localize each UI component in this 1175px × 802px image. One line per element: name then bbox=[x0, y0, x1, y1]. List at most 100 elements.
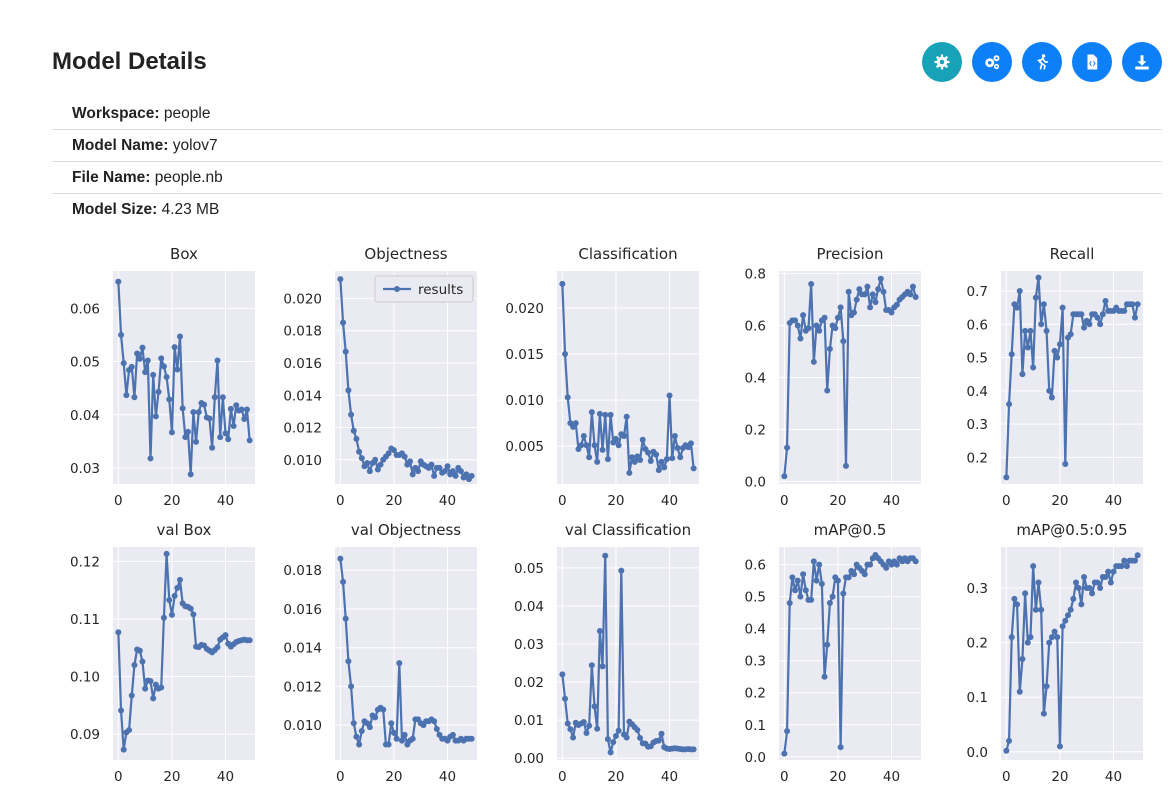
data-point bbox=[139, 344, 146, 351]
data-point bbox=[468, 472, 475, 479]
data-point bbox=[1067, 331, 1074, 338]
data-point bbox=[653, 451, 660, 458]
y-tick-label: 0.020 bbox=[505, 301, 544, 317]
advanced-settings-button[interactable] bbox=[972, 42, 1012, 82]
data-point bbox=[845, 574, 852, 581]
data-point bbox=[588, 409, 595, 416]
data-point bbox=[880, 288, 887, 295]
detail-workspace: Workspace: people bbox=[52, 98, 1162, 130]
data-point bbox=[1027, 327, 1034, 334]
data-point bbox=[345, 387, 352, 394]
y-tick-label: 0.5 bbox=[745, 590, 766, 606]
data-point bbox=[570, 734, 577, 741]
data-point bbox=[1040, 301, 1047, 308]
data-point bbox=[912, 558, 919, 565]
download-icon bbox=[1135, 55, 1149, 70]
y-tick-label: 0.02 bbox=[514, 675, 544, 691]
y-tick-label: 0.00 bbox=[514, 751, 544, 767]
y-tick-label: 0.6 bbox=[745, 558, 766, 574]
data-point bbox=[144, 357, 151, 364]
data-point bbox=[390, 447, 397, 454]
data-point bbox=[781, 750, 788, 757]
data-point bbox=[661, 464, 668, 471]
data-point bbox=[623, 413, 630, 420]
data-point bbox=[578, 442, 585, 449]
data-point bbox=[1051, 347, 1058, 354]
data-point bbox=[1099, 311, 1106, 318]
data-point bbox=[867, 561, 874, 568]
y-tick-label: 0.0 bbox=[967, 745, 988, 761]
data-point bbox=[602, 552, 609, 559]
data-point bbox=[1118, 563, 1125, 570]
data-point bbox=[214, 644, 221, 651]
data-point bbox=[615, 442, 622, 449]
data-point bbox=[893, 301, 900, 308]
data-point bbox=[800, 571, 807, 578]
plot-area bbox=[1001, 547, 1143, 760]
x-tick-label: 0 bbox=[114, 769, 123, 785]
detail-value: people bbox=[163, 105, 211, 122]
x-tick-label: 0 bbox=[558, 769, 567, 785]
chart-legend: results bbox=[374, 275, 474, 303]
x-tick-label: 20 bbox=[607, 769, 624, 785]
data-point bbox=[845, 288, 852, 295]
data-point bbox=[342, 615, 349, 622]
data-point bbox=[1089, 590, 1096, 597]
data-point bbox=[623, 734, 630, 741]
settings-button[interactable] bbox=[922, 42, 962, 82]
data-point bbox=[851, 309, 858, 316]
y-tick-label: 0.014 bbox=[283, 641, 322, 657]
data-point bbox=[781, 473, 788, 480]
y-tick-label: 0.012 bbox=[283, 421, 322, 437]
data-point bbox=[1048, 634, 1055, 641]
data-point bbox=[182, 434, 189, 441]
export-code-button[interactable] bbox=[1072, 42, 1112, 82]
data-point bbox=[134, 350, 141, 357]
run-button[interactable] bbox=[1022, 42, 1062, 82]
data-point bbox=[599, 663, 606, 670]
data-point bbox=[690, 746, 697, 753]
data-point bbox=[150, 371, 157, 378]
data-point bbox=[345, 658, 352, 665]
data-point bbox=[155, 388, 162, 395]
data-point bbox=[599, 446, 606, 453]
code-file-icon bbox=[1087, 54, 1098, 70]
data-point bbox=[150, 695, 157, 702]
y-tick-label: 0.01 bbox=[514, 713, 544, 729]
data-point bbox=[1019, 655, 1026, 662]
data-point bbox=[564, 720, 571, 727]
data-point bbox=[607, 749, 614, 756]
data-point bbox=[1032, 294, 1039, 301]
chart-title: val Objectness bbox=[351, 521, 461, 539]
y-tick-label: 0.010 bbox=[505, 393, 544, 409]
y-tick-label: 0.06 bbox=[70, 301, 100, 317]
data-point bbox=[385, 741, 392, 748]
y-tick-label: 0.3 bbox=[967, 417, 988, 433]
data-point bbox=[1032, 606, 1039, 613]
y-tick-label: 0.7 bbox=[967, 284, 988, 300]
data-point bbox=[1035, 274, 1042, 281]
data-point bbox=[826, 600, 833, 607]
data-point bbox=[1014, 601, 1021, 608]
data-point bbox=[1054, 634, 1061, 641]
data-point bbox=[1019, 371, 1026, 378]
data-point bbox=[620, 433, 627, 440]
y-tick-label: 0.010 bbox=[283, 453, 322, 469]
data-point bbox=[136, 355, 143, 362]
data-point bbox=[1027, 634, 1034, 641]
data-point bbox=[1016, 287, 1023, 294]
data-point bbox=[1078, 601, 1085, 608]
download-button[interactable] bbox=[1122, 42, 1162, 82]
data-point bbox=[864, 283, 871, 290]
data-point bbox=[1134, 301, 1141, 308]
data-point bbox=[893, 561, 900, 568]
data-point bbox=[789, 574, 796, 581]
data-point bbox=[1030, 563, 1037, 570]
data-point bbox=[840, 338, 847, 345]
data-point bbox=[358, 727, 365, 734]
data-point bbox=[888, 309, 895, 316]
data-point bbox=[171, 592, 178, 599]
data-point bbox=[358, 455, 365, 462]
data-point bbox=[821, 314, 828, 321]
